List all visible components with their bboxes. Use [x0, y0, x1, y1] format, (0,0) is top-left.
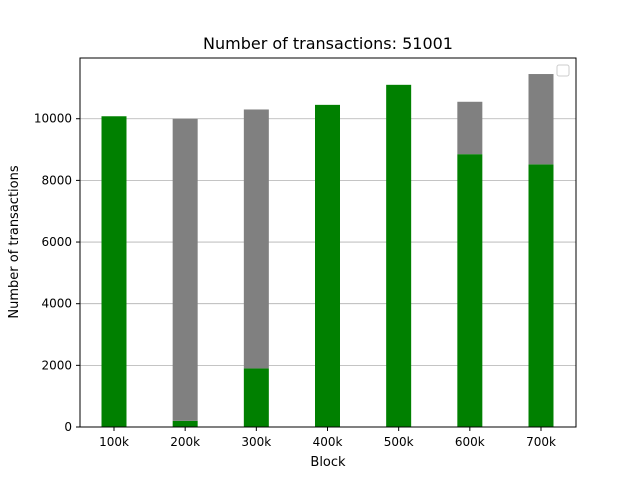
bar-segment [172, 420, 198, 427]
y-tick-label: 8000 [41, 173, 72, 187]
y-axis-label: Number of transactions [7, 165, 22, 318]
bar-segment [315, 104, 340, 427]
bar-segment [457, 154, 483, 427]
legend-box [556, 64, 570, 77]
x-tick-label: 400k [313, 435, 343, 449]
bars [101, 74, 554, 428]
y-tick-label: 6000 [41, 235, 72, 249]
y-tick-label: 0 [64, 420, 72, 434]
bar-segment [457, 101, 483, 155]
x-tick-label: 300k [241, 435, 271, 449]
x-tick-label: 200k [170, 435, 200, 449]
x-tick-label: 500k [384, 435, 414, 449]
y-tick-label: 2000 [41, 358, 72, 372]
x-tick-label: 700k [526, 435, 556, 449]
y-axis-ticks: 0 2000 4000 6000 8000 10000 [34, 112, 80, 434]
bar-segment [528, 74, 554, 165]
bar-segment [172, 118, 198, 421]
y-tick-label: 10000 [34, 112, 72, 126]
bar-segment [243, 109, 269, 369]
y-tick-label: 4000 [41, 297, 72, 311]
x-tick-label: 100k [99, 435, 129, 449]
x-axis-ticks: 100k 200k 300k 400k 500k 600k 700k [99, 427, 556, 449]
chart-title: Number of transactions: 51001 [203, 34, 453, 53]
bar-segment [101, 116, 127, 428]
x-tick-label: 600k [455, 435, 485, 449]
bar-segment [528, 164, 554, 427]
x-axis-label: Block [310, 455, 346, 470]
bar-segment [243, 368, 269, 427]
bar-segment [386, 84, 412, 427]
